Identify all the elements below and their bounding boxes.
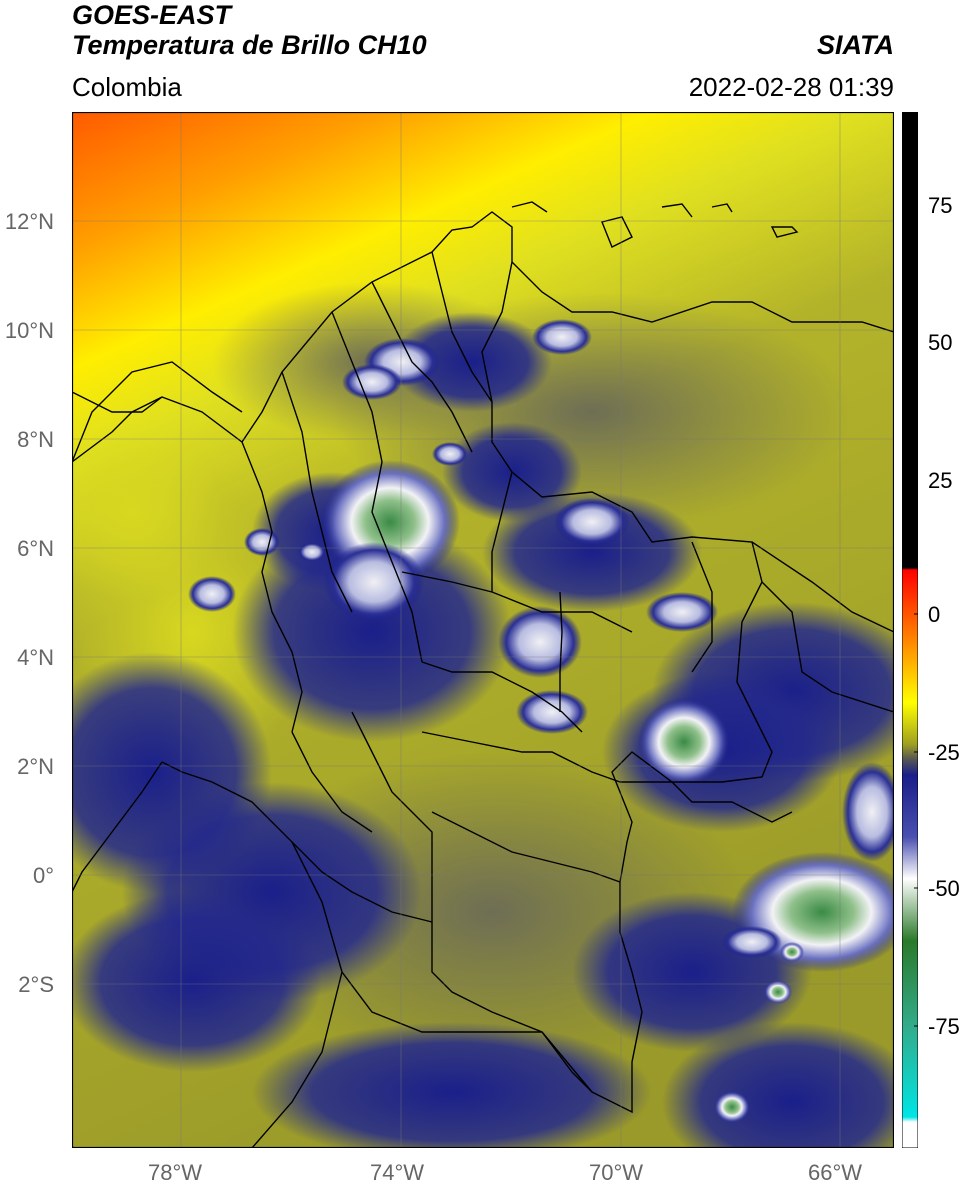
lat-label-2n: 2°N [17,754,54,779]
lat-label-4n: 4°N [17,645,54,670]
lat-label-12n: 12°N [4,209,54,234]
colorbar-tick-minus75: -75 [928,1014,960,1039]
lon-label-66w: 66°W [808,1160,863,1185]
product-title: Temperatura de Brillo CH10 [72,30,427,60]
region-label: Colombia [72,72,182,102]
lat-label-6n: 6°N [17,536,54,561]
colorbar-tick-50: 50 [928,330,953,355]
country-borders [72,201,894,1148]
map-frame [72,112,894,1148]
gridlines [72,112,894,1148]
datetime-label: 2022-02-28 01:39 [688,72,894,102]
lat-label-0: 0° [32,863,54,888]
brightness-temperature-map [72,112,894,1148]
lat-label-10n: 10°N [4,318,54,343]
source-label: SIATA [817,30,894,60]
colorbar-tick-minus50: -50 [928,876,960,901]
lon-label-70w: 70°W [589,1160,644,1185]
colorbar [902,112,918,1148]
lon-label-78w: 78°W [148,1160,203,1185]
cloud-field [72,282,894,1148]
colorbar-tick-75: 75 [928,193,953,218]
colorbar-tick-25: 25 [928,468,953,493]
colorbar-tick-0: 0 [928,602,941,627]
satellite-title: GOES-EAST [72,0,232,30]
lon-label-74w: 74°W [370,1160,425,1185]
colorbar-tick-minus25: -25 [928,740,960,765]
lat-label-2s: 2°S [18,972,54,997]
lat-label-8n: 8°N [17,427,54,452]
